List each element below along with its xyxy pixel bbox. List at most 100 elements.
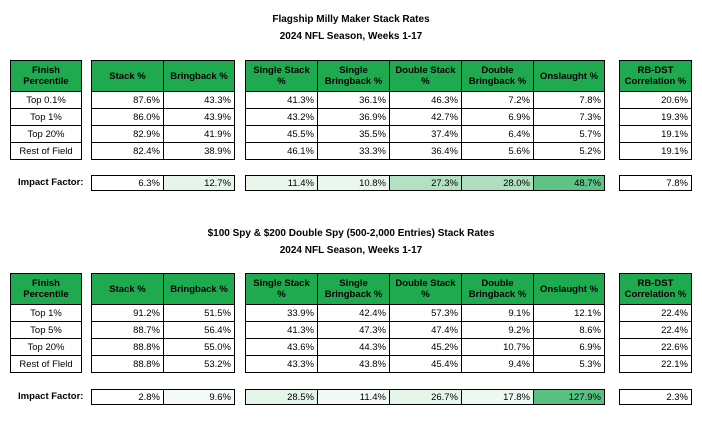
header-stack: Stack %	[91, 60, 164, 92]
impact-stack: 2.8%	[91, 389, 164, 405]
header-double-bringback: Double Bringback %	[461, 60, 534, 92]
section-1-subtitle: 2024 NFL Season, Weeks 1-17	[279, 31, 423, 42]
cell-bringback: 38.9%	[163, 142, 235, 160]
cell-rbdst: 22.4%	[619, 321, 692, 339]
header-stack: Stack %	[91, 273, 164, 305]
header-single-bringback: Single Bringback %	[317, 273, 390, 305]
impact-onslaught: 48.7%	[533, 175, 605, 191]
cell-onslaught: 7.8%	[533, 91, 605, 109]
section-2-detail-table: Single Stack % Single Bringback % Double…	[245, 273, 605, 373]
cell-stack: 87.6%	[91, 91, 164, 109]
cell-stack: 88.8%	[91, 338, 164, 356]
row-label: Rest of Fleld	[10, 355, 82, 373]
cell-rbdst: 19.1%	[619, 142, 692, 160]
cell-rbdst: 19.3%	[619, 108, 692, 126]
impact-onslaught: 127.9%	[533, 389, 605, 405]
section-2-impact-stack: 2.8% 9.6%	[91, 389, 235, 405]
header-finish: Finish Percentile	[10, 60, 82, 92]
cell-double-stack: 42.7%	[389, 108, 462, 126]
cell-stack: 82.9%	[91, 125, 164, 143]
cell-bringback: 43.9%	[163, 108, 235, 126]
section-2-finish-table: Finish Percentile Top 1% Top 5% Top 20% …	[10, 273, 82, 373]
cell-stack: 88.8%	[91, 355, 164, 373]
section-1-impact-rbdst: 7.8%	[619, 175, 692, 191]
cell-single-stack: 33.9%	[245, 304, 318, 322]
cell-double-stack: 37.4%	[389, 125, 462, 143]
cell-double-stack: 47.4%	[389, 321, 462, 339]
row-label: Top 1%	[10, 304, 82, 322]
cell-single-stack: 46.1%	[245, 142, 318, 160]
section-1-impact-stack: 6.3% 12.7%	[91, 175, 235, 191]
impact-single-stack: 11.4%	[245, 175, 318, 191]
row-label: Rest of Field	[10, 142, 82, 160]
cell-onslaught: 7.3%	[533, 108, 605, 126]
cell-double-bringback: 9.1%	[461, 304, 534, 322]
header-finish: Finish Percentile	[10, 273, 82, 305]
impact-single-stack: 28.5%	[245, 389, 318, 405]
cell-single-bringback: 47.3%	[317, 321, 390, 339]
row-label: Top 1%	[10, 108, 82, 126]
header-double-bringback: Double Bringback %	[461, 273, 534, 305]
row-label: Top 20%	[10, 338, 82, 356]
cell-double-stack: 46.3%	[389, 91, 462, 109]
row-label: Top 20%	[10, 125, 82, 143]
section-2-title: $100 Spy & $200 Double Spy (500-2,000 En…	[207, 228, 495, 239]
header-single-bringback: Single Bringback %	[317, 60, 390, 92]
cell-double-stack: 45.2%	[389, 338, 462, 356]
cell-double-bringback: 5.6%	[461, 142, 534, 160]
impact-single-bringback: 10.8%	[317, 175, 390, 191]
row-label: Top 0.1%	[10, 91, 82, 109]
cell-bringback: 51.5%	[163, 304, 235, 322]
cell-stack: 86.0%	[91, 108, 164, 126]
cell-bringback: 43.3%	[163, 91, 235, 109]
header-single-stack: Single Stack %	[245, 273, 318, 305]
cell-single-bringback: 35.5%	[317, 125, 390, 143]
header-rbdst: RB-DST Correlation %	[619, 60, 692, 92]
section-2-stack-table: Stack % Bringback % 91.2% 51.5% 88.7% 56.4…	[91, 273, 235, 373]
cell-double-stack: 36.4%	[389, 142, 462, 160]
cell-rbdst: 22.6%	[619, 338, 692, 356]
section-1-stack-table: Stack % Bringback % 87.6% 43.3% 86.0% 43.9…	[91, 60, 235, 160]
row-label: Top 5%	[10, 321, 82, 339]
cell-double-stack: 57.3%	[389, 304, 462, 322]
cell-double-stack: 45.4%	[389, 355, 462, 373]
cell-double-bringback: 7.2%	[461, 91, 534, 109]
cell-stack: 91.2%	[91, 304, 164, 322]
section-1-impact-detail: 11.4% 10.8% 27.3% 28.0% 48.7%	[245, 175, 605, 191]
cell-bringback: 53.2%	[163, 355, 235, 373]
cell-double-bringback: 10.7%	[461, 338, 534, 356]
cell-single-stack: 45.5%	[245, 125, 318, 143]
cell-single-bringback: 36.1%	[317, 91, 390, 109]
cell-single-stack: 41.3%	[245, 91, 318, 109]
cell-onslaught: 12.1%	[533, 304, 605, 322]
header-onslaught: Onslaught %	[533, 60, 605, 92]
cell-double-bringback: 9.2%	[461, 321, 534, 339]
cell-double-bringback: 6.9%	[461, 108, 534, 126]
cell-rbdst: 19.1%	[619, 125, 692, 143]
impact-double-stack: 27.3%	[389, 175, 462, 191]
section-1-title: Flagship Milly Maker Stack Rates	[272, 14, 430, 25]
impact-single-bringback: 11.4%	[317, 389, 390, 405]
cell-single-stack: 43.6%	[245, 338, 318, 356]
cell-rbdst: 22.4%	[619, 304, 692, 322]
cell-single-bringback: 42.4%	[317, 304, 390, 322]
impact-stack: 6.3%	[91, 175, 164, 191]
header-bringback: Bringback %	[163, 60, 235, 92]
cell-single-bringback: 36.9%	[317, 108, 390, 126]
impact-bringback: 9.6%	[163, 389, 235, 405]
cell-rbdst: 20.6%	[619, 91, 692, 109]
header-double-stack: Double Stack %	[389, 60, 462, 92]
cell-single-stack: 43.2%	[245, 108, 318, 126]
cell-single-bringback: 44.3%	[317, 338, 390, 356]
header-single-stack: Single Stack %	[245, 60, 318, 92]
cell-single-bringback: 33.3%	[317, 142, 390, 160]
cell-single-stack: 41.3%	[245, 321, 318, 339]
header-bringback: Bringback %	[163, 273, 235, 305]
header-rbdst: RB-DST Correlation %	[619, 273, 692, 305]
cell-onslaught: 5.2%	[533, 142, 605, 160]
impact-rbdst: 2.3%	[619, 389, 692, 405]
impact-double-bringback: 28.0%	[461, 175, 534, 191]
cell-onslaught: 5.3%	[533, 355, 605, 373]
header-double-stack: Double Stack %	[389, 273, 462, 305]
section-2-impact-label: Impact Factor:	[18, 391, 84, 402]
